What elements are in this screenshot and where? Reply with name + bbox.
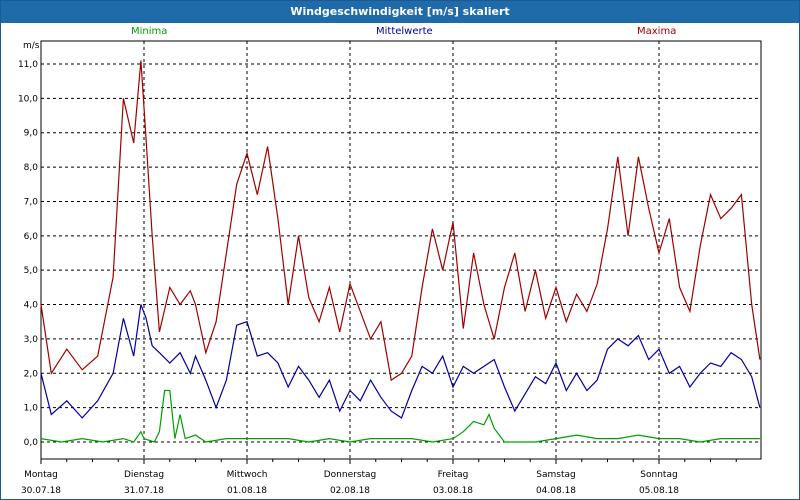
series-line-mittelwerte <box>40 304 761 419</box>
x-tick-label-date: 30.07.18 <box>21 486 61 496</box>
x-tick-label-date: 02.08.18 <box>330 486 370 496</box>
x-tick-label-day: Sonntag <box>640 470 677 480</box>
x-tick-label-date: 04.08.18 <box>536 486 576 496</box>
legend-minima: Minima <box>131 26 168 37</box>
y-axis-unit: m/s <box>23 41 40 51</box>
window-title: Windgeschwindigkeit [m/s] skaliert <box>1 1 799 23</box>
x-tick-label-day: Samstag <box>536 470 575 480</box>
x-tick-label-day: Freitag <box>438 470 469 480</box>
x-tick-label-day: Dienstag <box>124 470 164 480</box>
x-tick-label-day: Mittwoch <box>227 470 268 480</box>
x-tick-label-day: Montag <box>24 470 58 480</box>
y-tick-label: 9,0 <box>24 129 39 139</box>
x-tick-label-date: 01.08.18 <box>227 486 267 496</box>
plot-frame <box>40 40 762 460</box>
legend-mittelwerte: Mittelwerte <box>376 26 433 37</box>
y-tick-label: 0,0 <box>24 438 39 448</box>
y-tick-label: 11,0 <box>18 60 38 70</box>
x-tick-label-date: 05.08.18 <box>639 486 679 496</box>
y-tick-label: 4,0 <box>24 301 39 311</box>
y-tick-label: 1,0 <box>24 404 39 414</box>
y-tick-label: 10,0 <box>18 94 38 104</box>
y-tick-label: 3,0 <box>24 335 39 345</box>
y-tick-label: 8,0 <box>24 163 39 173</box>
x-tick-label-date: 31.07.18 <box>124 486 164 496</box>
y-tick-label: 2,0 <box>24 369 39 379</box>
series-line-maxima <box>40 60 761 382</box>
legend-maxima: Maxima <box>637 26 677 37</box>
y-tick-label: 7,0 <box>24 197 39 207</box>
series-line-minima <box>40 389 760 443</box>
y-tick-label: 6,0 <box>24 232 39 242</box>
x-tick-label-date: 03.08.18 <box>433 486 473 496</box>
y-tick-label: 5,0 <box>24 266 39 276</box>
x-tick-label-day: Donnerstag <box>324 470 377 480</box>
